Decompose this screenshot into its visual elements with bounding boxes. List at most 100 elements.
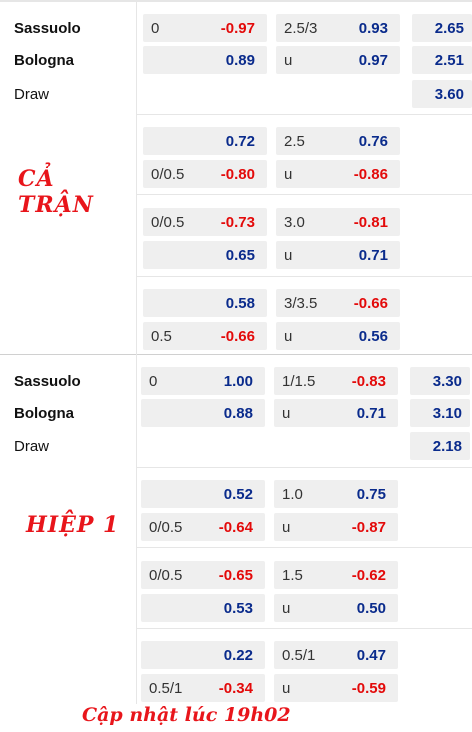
away-team-name: Bologna [14, 52, 74, 69]
ah-line: 0 [149, 373, 158, 390]
ah-home-cell[interactable]: 0.22 [141, 641, 265, 669]
ou-odds: 0.47 [356, 647, 386, 664]
1x2-odds: 2.51 [434, 52, 464, 69]
ah-line: 0/0.5 [149, 519, 183, 536]
ah-away-cell[interactable]: 0.5 -0.66 [143, 322, 267, 350]
ah-odds: -0.34 [218, 680, 253, 697]
half-team-column: Sassuolo Bologna Draw HIỆP 1 [0, 354, 137, 704]
ou-odds: 0.97 [358, 52, 388, 69]
ah-odds: 0.88 [223, 405, 253, 422]
ou-over-cell[interactable]: 2.5 0.76 [276, 127, 400, 155]
1x2-odds: 3.60 [434, 86, 464, 103]
ou-over-cell[interactable]: 0.5/1 0.47 [274, 641, 398, 669]
ou-odds: 0.93 [358, 20, 388, 37]
ah-away-cell[interactable]: 0.65 [143, 241, 267, 269]
1x2-home-cell[interactable]: 2.65 [412, 14, 472, 42]
draw-label: Draw [14, 438, 50, 455]
ou-odds: 0.71 [356, 405, 386, 422]
ah-home-cell[interactable]: 0/0.5 -0.65 [141, 561, 265, 589]
ah-odds: 0.22 [223, 647, 253, 664]
ah-away-cell[interactable]: 0.5/1 -0.34 [141, 674, 265, 702]
ah-home-cell[interactable]: 0.52 [141, 480, 265, 508]
full-match-section: Sassuolo Bologna Draw CẢ TRẬN 0 -0.97 2.… [0, 0, 472, 354]
ou-over-cell[interactable]: 1.5 -0.62 [274, 561, 398, 589]
ah-line: 0.5/1 [149, 680, 183, 697]
ou-under-cell[interactable]: u 0.71 [274, 399, 398, 427]
ah-away-cell[interactable]: 0/0.5 -0.80 [143, 160, 267, 188]
1x2-odds: 3.10 [432, 405, 462, 422]
ah-away-cell[interactable]: 0.89 [143, 46, 267, 74]
ah-odds: 0.58 [225, 295, 255, 312]
update-time-note: Cập nhật lúc 19h02 [82, 704, 291, 726]
ou-line: u [284, 52, 293, 69]
ah-odds: 0.65 [225, 247, 255, 264]
ah-line: 0/0.5 [151, 166, 185, 183]
ou-odds: -0.83 [351, 373, 386, 390]
ou-line: 1.0 [282, 486, 303, 503]
ah-home-cell[interactable]: 0.58 [143, 289, 267, 317]
ah-away-cell[interactable]: 0/0.5 -0.64 [141, 513, 265, 541]
row-divider [137, 276, 472, 277]
row-divider [137, 194, 472, 195]
ou-line: 3/3.5 [284, 295, 318, 312]
ah-odds: 0.53 [223, 600, 253, 617]
ou-odds: -0.81 [353, 214, 388, 231]
1x2-odds: 2.65 [434, 20, 464, 37]
ou-line: u [284, 247, 293, 264]
ou-under-cell[interactable]: u -0.86 [276, 160, 400, 188]
ou-over-cell[interactable]: 2.5/3 0.93 [276, 14, 400, 42]
draw-label: Draw [14, 86, 50, 103]
1x2-odds: 3.30 [432, 373, 462, 390]
ah-away-cell[interactable]: 0.88 [141, 399, 265, 427]
ou-line: u [284, 166, 293, 183]
ou-line: u [282, 519, 291, 536]
ou-odds: -0.62 [351, 567, 386, 584]
ou-odds: -0.66 [353, 295, 388, 312]
ah-away-cell[interactable]: 0.53 [141, 594, 265, 622]
row-divider [137, 114, 472, 115]
ou-over-cell[interactable]: 3/3.5 -0.66 [276, 289, 400, 317]
ah-home-cell[interactable]: 0.72 [143, 127, 267, 155]
1x2-odds: 2.18 [432, 438, 462, 455]
1x2-draw-cell[interactable]: 3.60 [412, 80, 472, 108]
1x2-draw-cell[interactable]: 2.18 [410, 432, 470, 460]
ou-line: 3.0 [284, 214, 305, 231]
ou-under-cell[interactable]: u 0.97 [276, 46, 400, 74]
ou-line: u [282, 680, 291, 697]
ah-home-cell[interactable]: 0 1.00 [141, 367, 265, 395]
ah-odds: 0.52 [223, 486, 253, 503]
ou-odds: 0.75 [356, 486, 386, 503]
ou-line: 1/1.5 [282, 373, 316, 390]
ou-line: u [282, 405, 291, 422]
ou-odds: 0.71 [358, 247, 388, 264]
ou-odds: -0.86 [353, 166, 388, 183]
ou-line: 1.5 [282, 567, 303, 584]
ah-odds: 0.89 [225, 52, 255, 69]
full-match-label: CẢ TRẬN [18, 166, 94, 218]
1x2-away-cell[interactable]: 3.10 [410, 399, 470, 427]
ou-under-cell[interactable]: u 0.56 [276, 322, 400, 350]
ou-under-cell[interactable]: u 0.50 [274, 594, 398, 622]
first-half-label: HIỆP 1 [26, 512, 120, 538]
ou-under-cell[interactable]: u -0.59 [274, 674, 398, 702]
row-divider [137, 628, 472, 629]
ah-line: 0 [151, 20, 160, 37]
ah-home-cell[interactable]: 0/0.5 -0.73 [143, 208, 267, 236]
ah-odds: -0.80 [220, 166, 255, 183]
ah-odds: 1.00 [223, 373, 253, 390]
ou-line: u [282, 600, 291, 617]
1x2-home-cell[interactable]: 3.30 [410, 367, 470, 395]
ah-line: 0/0.5 [149, 567, 183, 584]
ah-home-cell[interactable]: 0 -0.97 [143, 14, 267, 42]
1x2-away-cell[interactable]: 2.51 [412, 46, 472, 74]
full-team-column: Sassuolo Bologna Draw CẢ TRẬN [0, 0, 137, 354]
top-divider [0, 0, 472, 2]
ou-under-cell[interactable]: u 0.71 [276, 241, 400, 269]
ou-line: 2.5/3 [284, 20, 318, 37]
ou-odds: 0.56 [358, 328, 388, 345]
ou-over-cell[interactable]: 1.0 0.75 [274, 480, 398, 508]
ou-over-cell[interactable]: 3.0 -0.81 [276, 208, 400, 236]
ou-under-cell[interactable]: u -0.87 [274, 513, 398, 541]
ah-odds: -0.65 [218, 567, 253, 584]
ou-over-cell[interactable]: 1/1.5 -0.83 [274, 367, 398, 395]
